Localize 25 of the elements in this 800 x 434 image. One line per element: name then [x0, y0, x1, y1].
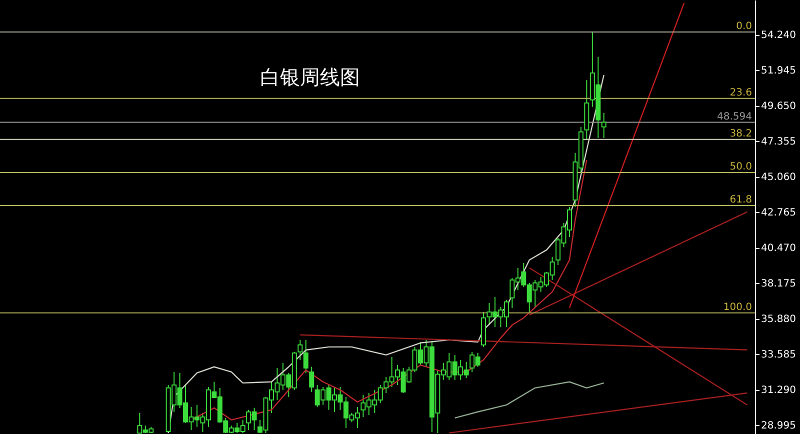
y-tick-label: 47.355	[761, 136, 796, 148]
annotation: 61.8	[730, 194, 752, 206]
annotation: 38.2	[730, 128, 752, 140]
y-tick-label: 33.585	[761, 349, 796, 360]
annotation: 50.0	[730, 161, 752, 172]
y-tick-label: 54.240	[761, 30, 796, 41]
candlestick	[309, 366, 314, 392]
annotation: 23.6	[730, 87, 752, 98]
annotation: 100.0	[723, 302, 752, 313]
y-tick-label: 42.765	[761, 207, 796, 218]
y-tick-label: 45.060	[761, 172, 796, 183]
y-tick-label: 28.995	[761, 420, 796, 432]
y-tick-label: 40.470	[761, 242, 796, 254]
y-tick-label: 38.175	[761, 278, 796, 290]
ref-line-label: 48.594	[717, 111, 752, 122]
candlestick	[303, 339, 308, 374]
y-tick-label: 49.650	[761, 100, 796, 112]
y-tick-label: 51.945	[761, 65, 796, 76]
candlestick	[601, 112, 606, 138]
y-tick-label: 35.880	[761, 314, 796, 325]
candlestick	[298, 339, 303, 360]
annotation: 0.0	[736, 21, 752, 32]
line-series	[454, 381, 604, 419]
text: 白银周线图	[260, 65, 360, 89]
y-tick-label: 31.290	[761, 384, 796, 396]
